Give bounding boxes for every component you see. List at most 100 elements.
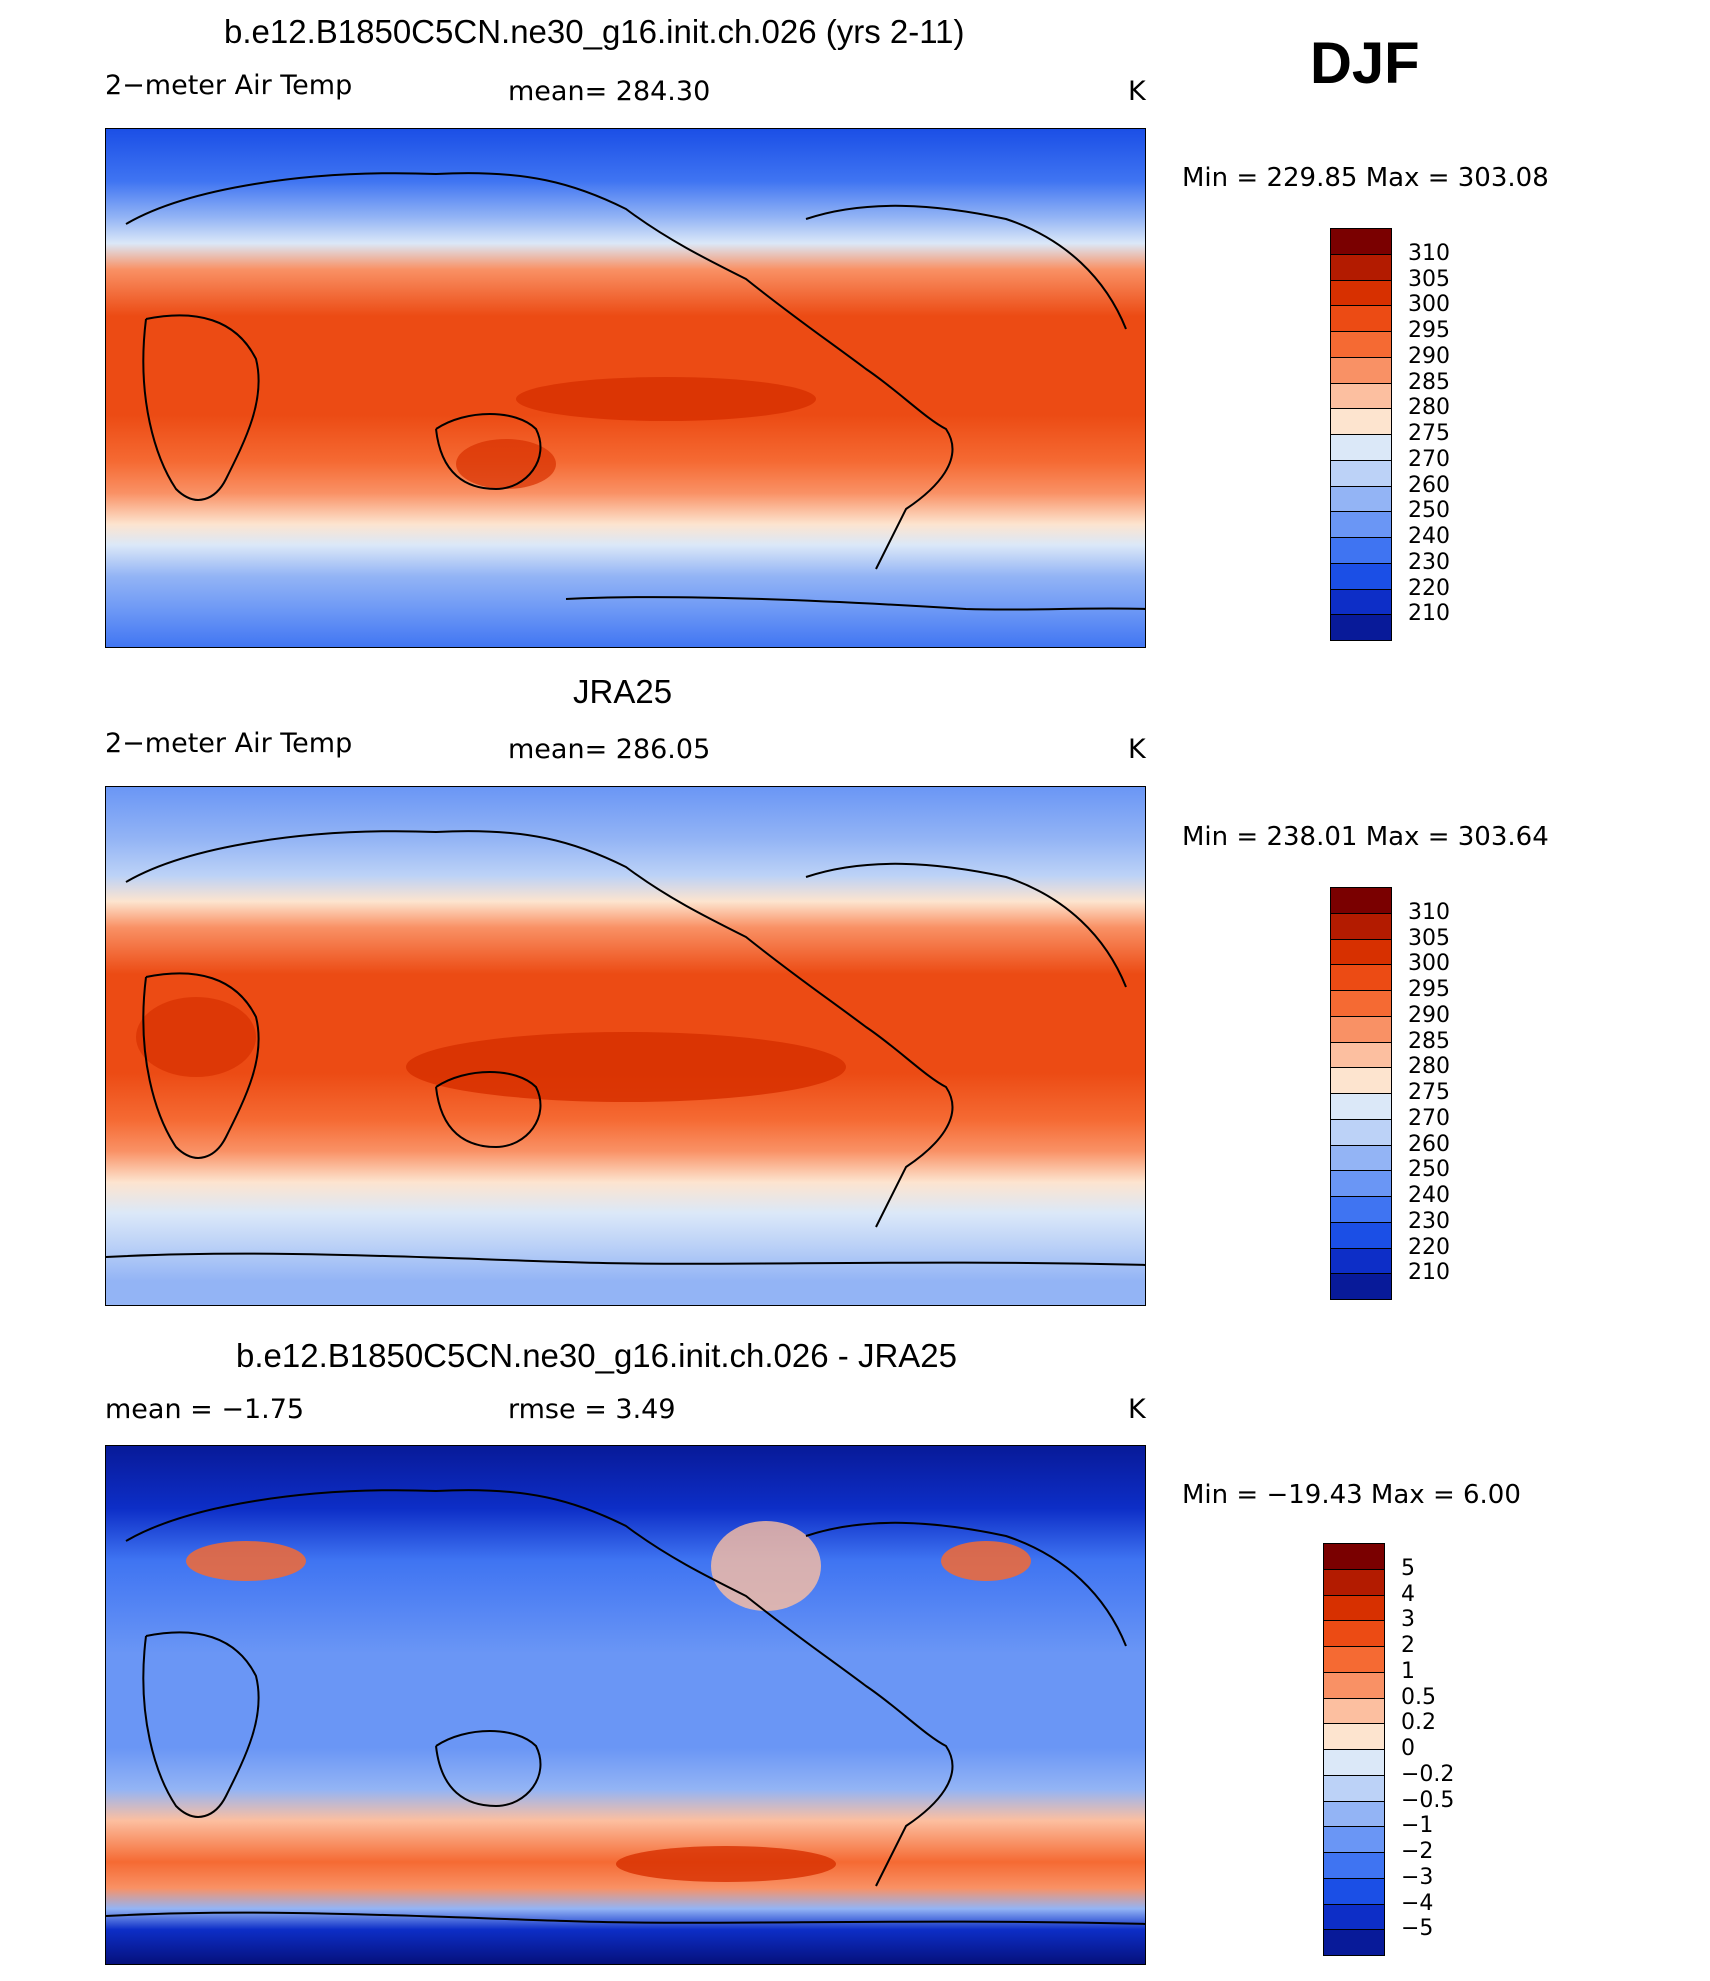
colorbar-label: 250 <box>1408 1157 1450 1183</box>
colorbar-label: 220 <box>1408 1234 1450 1260</box>
colorbar-label: −1 <box>1401 1813 1434 1839</box>
colorbar-swatch <box>1330 228 1392 255</box>
panel-3-map <box>105 1445 1146 1965</box>
panel-2-colorbar: 310 305 300 295 290 285 280 275 270 260 250 240 230 2… <box>1330 887 1470 1300</box>
colorbar-label: 270 <box>1408 1105 1450 1131</box>
panel-3-units-label: K <box>1128 1394 1146 1425</box>
panel-3-pacific-warm <box>711 1521 821 1611</box>
colorbar-swatch <box>1330 562 1392 590</box>
colorbar-label: 230 <box>1408 549 1450 575</box>
colorbar-label: 0.2 <box>1401 1710 1436 1736</box>
colorbar-swatch <box>1323 1852 1385 1879</box>
colorbar-swatch <box>1330 382 1392 410</box>
colorbar-label: 4 <box>1401 1581 1415 1607</box>
panel-3-title: b.e12.B1850C5CN.ne30_g16.init.ch.026 - J… <box>236 1337 957 1374</box>
colorbar-label: −3 <box>1401 1864 1434 1890</box>
colorbar-label: 3 <box>1401 1607 1415 1633</box>
colorbar-label: 240 <box>1408 524 1450 549</box>
panel-1-title: b.e12.B1850C5CN.ne30_g16.init.ch.026 (yr… <box>224 13 965 50</box>
colorbar-swatch <box>1323 1723 1385 1750</box>
colorbar-swatch <box>1330 1093 1392 1120</box>
colorbar-label: −0.5 <box>1401 1787 1455 1813</box>
colorbar-label: 210 <box>1408 1260 1450 1286</box>
colorbar-label: −5 <box>1401 1916 1434 1942</box>
colorbar-swatch <box>1323 1749 1385 1776</box>
colorbar-label: −4 <box>1401 1890 1434 1916</box>
colorbar-label: 290 <box>1408 1002 1450 1028</box>
colorbar-label: 0.5 <box>1401 1684 1436 1710</box>
panel-3-labrador-warm <box>941 1541 1031 1581</box>
colorbar-swatch <box>1323 1671 1385 1699</box>
colorbar-swatch <box>1330 1015 1392 1043</box>
panel-1-map <box>105 128 1146 648</box>
colorbar-swatch <box>1330 1247 1392 1275</box>
colorbar-label: 260 <box>1408 1131 1450 1157</box>
panel-1-map-svg <box>106 129 1145 647</box>
colorbar-swatch <box>1323 1620 1385 1647</box>
colorbar-label: 290 <box>1408 343 1450 369</box>
colorbar-swatch <box>1330 279 1392 307</box>
panel-1-coastlines <box>125 172 1145 611</box>
colorbar-label: 220 <box>1408 575 1450 601</box>
colorbar-swatch <box>1330 1196 1392 1223</box>
colorbar-swatch <box>1330 485 1392 513</box>
colorbar-swatch <box>1323 1543 1385 1570</box>
colorbar-swatch <box>1323 1877 1385 1905</box>
panel-2-variable-label: 2−meter Air Temp <box>105 728 353 759</box>
colorbar-label: 310 <box>1408 240 1450 266</box>
panel-3-colorbar: 5 4 3 2 1 0.5 0.2 0 −0.2 −0.5 −1 −2 −3 −4 −5 <box>1323 1543 1463 1956</box>
colorbar-label: 260 <box>1408 472 1450 498</box>
panel-2-coastlines <box>106 830 1145 1266</box>
colorbar-swatch <box>1323 1594 1385 1622</box>
colorbar-label: 280 <box>1408 1054 1450 1080</box>
colorbar-swatch <box>1330 964 1392 991</box>
colorbar-swatch <box>1330 990 1392 1017</box>
colorbar-swatch <box>1330 434 1392 461</box>
colorbar-swatch <box>1323 1774 1385 1802</box>
panel-3-map-svg <box>106 1446 1145 1964</box>
panel-2-units-label: K <box>1128 734 1146 765</box>
colorbar-swatch <box>1330 537 1392 564</box>
panel-1-colorbar: 310 305 300 295 290 285 280 275 270 260 250 240 230 2… <box>1330 228 1470 641</box>
colorbar-label: 240 <box>1408 1183 1450 1208</box>
colorbar-label: 285 <box>1408 369 1450 395</box>
panel-1-variable-label: 2−meter Air Temp <box>105 70 353 101</box>
panel-3-coastlines <box>106 1489 1145 1925</box>
panel-1-warm-pool <box>516 377 816 421</box>
colorbar-label: 305 <box>1408 925 1450 951</box>
panel-1-mean-label: mean= 284.30 <box>508 76 711 107</box>
panel-2-map <box>105 786 1146 1306</box>
colorbar-swatch <box>1330 253 1392 281</box>
colorbar-label: 230 <box>1408 1208 1450 1234</box>
colorbar-label: 2 <box>1401 1633 1415 1658</box>
colorbar-swatch <box>1330 912 1392 940</box>
colorbar-label: −0.2 <box>1401 1761 1455 1787</box>
colorbar-swatch <box>1330 1144 1392 1172</box>
colorbar-label: 305 <box>1408 266 1450 292</box>
colorbar-swatch <box>1330 1273 1392 1300</box>
panel-3-southern-warm <box>616 1846 836 1882</box>
colorbar-swatch <box>1323 1697 1385 1725</box>
panel-3-europe-warm <box>186 1541 306 1581</box>
colorbar-swatch <box>1330 356 1392 384</box>
colorbar-label: 295 <box>1408 977 1450 1002</box>
colorbar-label: 1 <box>1401 1658 1415 1684</box>
panel-3-minmax: Min = −19.43 Max = 6.00 <box>1182 1480 1521 1510</box>
colorbar-swatch <box>1330 408 1392 435</box>
colorbar-label: 250 <box>1408 498 1450 524</box>
colorbar-swatch <box>1330 1170 1392 1197</box>
colorbar-swatch <box>1330 1221 1392 1249</box>
panel-2-map-svg <box>106 787 1145 1305</box>
colorbar-swatch <box>1330 511 1392 538</box>
colorbar-swatch <box>1330 459 1392 487</box>
colorbar-swatch <box>1323 1826 1385 1853</box>
colorbar-swatch <box>1330 331 1392 358</box>
colorbar-label: 0 <box>1401 1736 1415 1761</box>
panel-2-minmax: Min = 238.01 Max = 303.64 <box>1182 822 1549 852</box>
panel-3-rmse-label: rmse = 3.49 <box>508 1394 676 1425</box>
panel-3-mean-label: mean = −1.75 <box>105 1394 305 1425</box>
colorbar-label: 280 <box>1408 395 1450 421</box>
colorbar-swatch <box>1323 1646 1385 1673</box>
panel-2-mean-label: mean= 286.05 <box>508 734 711 765</box>
colorbar-label: 310 <box>1408 899 1450 925</box>
